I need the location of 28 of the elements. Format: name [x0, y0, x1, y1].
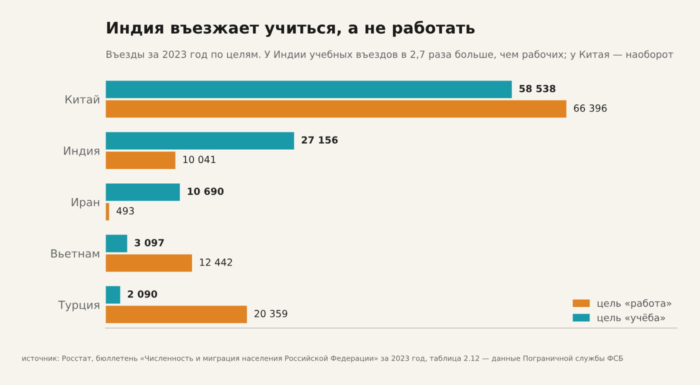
- y-tick-label: Иран: [72, 198, 100, 208]
- y-tick-label: Индия: [64, 146, 100, 156]
- bar: [106, 100, 566, 118]
- bar: [106, 234, 128, 252]
- bar: [106, 254, 192, 272]
- data-label: 3 097: [134, 239, 164, 246]
- bar: [106, 132, 294, 150]
- data-label: 20 359: [254, 310, 288, 318]
- chart-subtitle: Въезды за 2023 год по целям. У Индии учебных въездов в 2,7 раза больше, чем рабочих; у Китая — наоборот: [106, 50, 674, 60]
- legend-label: цель «учёба»: [598, 314, 666, 324]
- data-label: 10 041: [183, 156, 216, 164]
- data-label: 10 690: [188, 188, 224, 195]
- data-label: 58 538: [520, 84, 556, 92]
- y-tick-label: Китай: [66, 95, 100, 104]
- data-label: 12 442: [200, 258, 232, 266]
- bar: [106, 183, 180, 201]
- legend-label: цель «работа»: [598, 299, 672, 309]
- chart-title: Индия въезжает учиться, а не работать: [107, 20, 475, 37]
- bar: [106, 306, 247, 324]
- bar: [106, 152, 176, 170]
- y-tick-label: Турция: [58, 300, 100, 312]
- data-label: 66 396: [574, 104, 607, 112]
- data-label: 493: [116, 207, 134, 215]
- data-label: 2 090: [128, 290, 158, 298]
- bar: [106, 80, 512, 98]
- bar: [106, 286, 120, 304]
- data-label: 27 156: [302, 136, 338, 144]
- y-tick-label: Вьетнам: [51, 249, 100, 258]
